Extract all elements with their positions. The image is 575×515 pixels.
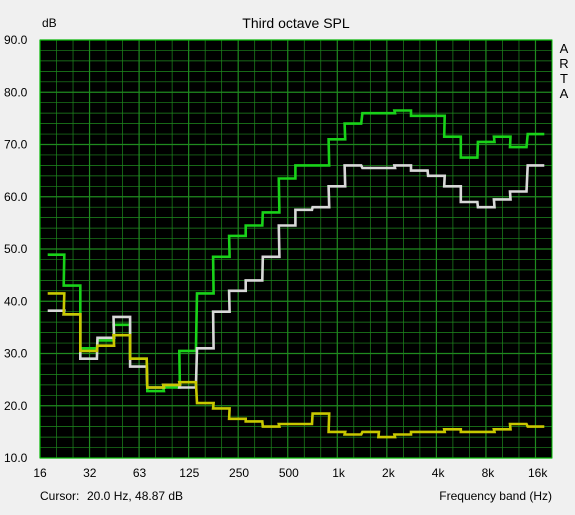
y-axis-label: dB [42, 16, 57, 30]
y-tick-label: 60.0 [4, 190, 28, 204]
x-tick-label: 32 [83, 466, 97, 480]
x-tick-label: 63 [133, 466, 147, 480]
y-tick-label: 70.0 [4, 138, 28, 152]
cursor-label: Cursor: [40, 489, 79, 503]
y-tick-label: 30.0 [4, 347, 28, 361]
series-3-line[interactable] [47, 292, 545, 439]
y-tick-label: 50.0 [4, 242, 28, 256]
x-tick-label: 125 [179, 466, 199, 480]
cursor-readout: 20.0 Hz, 48.87 dB [87, 489, 183, 503]
x-tick-label: 1k [332, 466, 346, 480]
watermark-letter: R [559, 56, 568, 71]
watermark-letter: T [560, 71, 568, 86]
x-tick-label: 4k [432, 466, 446, 480]
y-tick-label: 40.0 [4, 294, 28, 308]
x-axis-label: Frequency band (Hz) [439, 489, 552, 503]
y-tick-label: 20.0 [4, 399, 28, 413]
x-tick-label: 2k [382, 466, 396, 480]
series-layer [47, 109, 545, 439]
chart-title: Third octave SPL [242, 15, 350, 31]
watermark-letter: A [560, 41, 569, 56]
x-tick-label: 8k [482, 466, 496, 480]
x-tick-label: 250 [229, 466, 249, 480]
grid-lines [39, 39, 553, 459]
x-tick-label: 16 [33, 466, 47, 480]
x-tick-label: 16k [528, 466, 548, 480]
y-tick-labels: 90.0 80.0 70.0 60.0 50.0 40.0 30.0 20.0 10.0 [4, 33, 28, 465]
plot-frame [39, 39, 553, 459]
x-tick-label: 500 [279, 466, 299, 480]
y-tick-label: 10.0 [4, 451, 28, 465]
watermark-letter: A [560, 86, 569, 101]
y-tick-label: 90.0 [4, 33, 28, 47]
y-tick-label: 80.0 [4, 85, 28, 99]
x-tick-labels: 16 32 63 125 250 500 1k 2k 4k 8k 16k [33, 466, 548, 480]
